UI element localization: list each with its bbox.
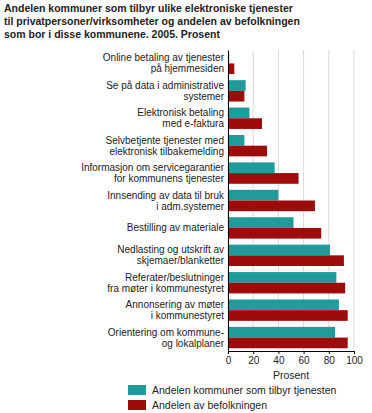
x-tick-mark xyxy=(304,351,305,354)
title: Andelen kommuner som tilbyr ulike elektr… xyxy=(4,2,300,40)
x-tick-label: 0 xyxy=(226,355,232,366)
y-tick: Annonsering av møteri kommunestyret xyxy=(126,299,228,321)
bar xyxy=(228,299,339,310)
bars xyxy=(228,53,348,349)
x-tick: 80 xyxy=(324,351,336,366)
y-tick-label: Referater/beslutningerfra møter i kommun… xyxy=(107,272,224,294)
series xyxy=(228,53,339,338)
bar xyxy=(228,190,278,201)
x-axis-title: Prosent xyxy=(273,369,309,381)
y-tick: Referater/beslutningerfra møter i kommun… xyxy=(107,272,228,294)
bar xyxy=(228,173,299,184)
bar xyxy=(228,228,321,239)
bar xyxy=(228,80,246,91)
y-tick: Nedlasting og utskrift avskjemaer/blanke… xyxy=(117,244,228,266)
bar xyxy=(228,255,344,266)
x-axis: 0 20 40 60 80 100 xyxy=(226,351,364,366)
bar xyxy=(228,146,267,157)
x-tick-label: 40 xyxy=(273,355,285,366)
legend-swatch xyxy=(128,385,146,395)
bar xyxy=(228,91,244,102)
y-tick-label: Se på data i administrativesystemer xyxy=(106,80,225,102)
x-tick-label: 20 xyxy=(248,355,260,366)
grid-line xyxy=(354,50,355,351)
bar xyxy=(228,217,294,228)
x-axis-line xyxy=(229,352,355,355)
bar xyxy=(228,201,315,212)
legend-item: Andelen kommuner som tilbyr tjenesten xyxy=(128,384,337,396)
y-tick: Innsending av data til bruki adm.systeme… xyxy=(107,190,228,212)
legend: Andelen kommuner som tilbyr tjenesten And… xyxy=(128,384,337,411)
x-tick-label: 60 xyxy=(299,355,311,366)
x-tick: 60 xyxy=(299,351,311,366)
grid-line xyxy=(228,50,229,351)
x-tick: 0 xyxy=(226,351,232,366)
y-tick-label: Online betaling av tjenesterpå hjemmesid… xyxy=(103,52,225,74)
y-tick: Informasjon om servicegarantierfor kommu… xyxy=(81,162,228,184)
y-tick: Orientering om kommune-og lokalplaner xyxy=(108,327,228,349)
bar xyxy=(228,327,335,338)
y-tick-label: Informasjon om servicegarantierfor kommu… xyxy=(81,162,225,184)
y-tick-label: Innsending av data til bruki adm.systeme… xyxy=(107,190,225,212)
x-tick-mark xyxy=(354,351,355,354)
y-axis: Online betaling av tjenesterpå hjemmesid… xyxy=(81,51,228,352)
y-tick: Selvbetjente tjenester medelektronisk ti… xyxy=(106,135,228,157)
legend-item: Andelen av befolkningen xyxy=(128,399,267,411)
chart: Andelen kommuner som tilbyr ulike elektr… xyxy=(0,0,372,413)
y-tick-label: Elektronisk betalingmed e-faktura xyxy=(137,107,224,129)
y-tick: Se på data i administrativesystemer xyxy=(106,80,228,102)
bar xyxy=(228,108,249,119)
legend-label: Andelen av befolkningen xyxy=(152,399,267,411)
x-tick: 20 xyxy=(248,351,260,366)
y-tick: Online betaling av tjenesterpå hjemmesid… xyxy=(103,52,228,74)
grid xyxy=(228,50,354,351)
x-tick: 100 xyxy=(346,351,363,366)
bar xyxy=(228,245,330,256)
y-tick-label: Orientering om kommune-og lokalplaner xyxy=(108,327,225,349)
x-tick-mark xyxy=(329,351,330,354)
x-tick-mark xyxy=(278,351,279,354)
bar xyxy=(228,118,262,129)
y-axis-line xyxy=(228,51,229,352)
bar xyxy=(228,283,345,294)
bar xyxy=(228,135,244,146)
x-tick-label: 80 xyxy=(324,355,336,366)
bar xyxy=(228,162,275,173)
x-tick-mark xyxy=(253,351,254,354)
bar xyxy=(228,272,336,283)
y-tick-label: Nedlasting og utskrift avskjemaer/blanke… xyxy=(117,244,224,266)
y-tick-label: Selvbetjente tjenester medelektronisk ti… xyxy=(106,135,224,157)
bar xyxy=(228,338,348,349)
y-tick-label: Annonsering av møteri kommunestyret xyxy=(126,299,225,321)
bar xyxy=(228,310,348,321)
legend-label: Andelen kommuner som tilbyr tjenesten xyxy=(152,384,337,396)
plot: 0 20 40 60 80 100 Online betaling av tjenester… xyxy=(81,50,363,366)
x-tick-label: 100 xyxy=(346,355,363,366)
y-tick: Bestilling av materiale xyxy=(127,222,228,233)
legend-swatch xyxy=(128,400,146,410)
y-tick: Elektronisk betalingmed e-faktura xyxy=(137,107,228,129)
x-tick: 40 xyxy=(273,351,285,366)
y-tick-label: Bestilling av materiale xyxy=(127,222,225,233)
series xyxy=(228,63,348,348)
